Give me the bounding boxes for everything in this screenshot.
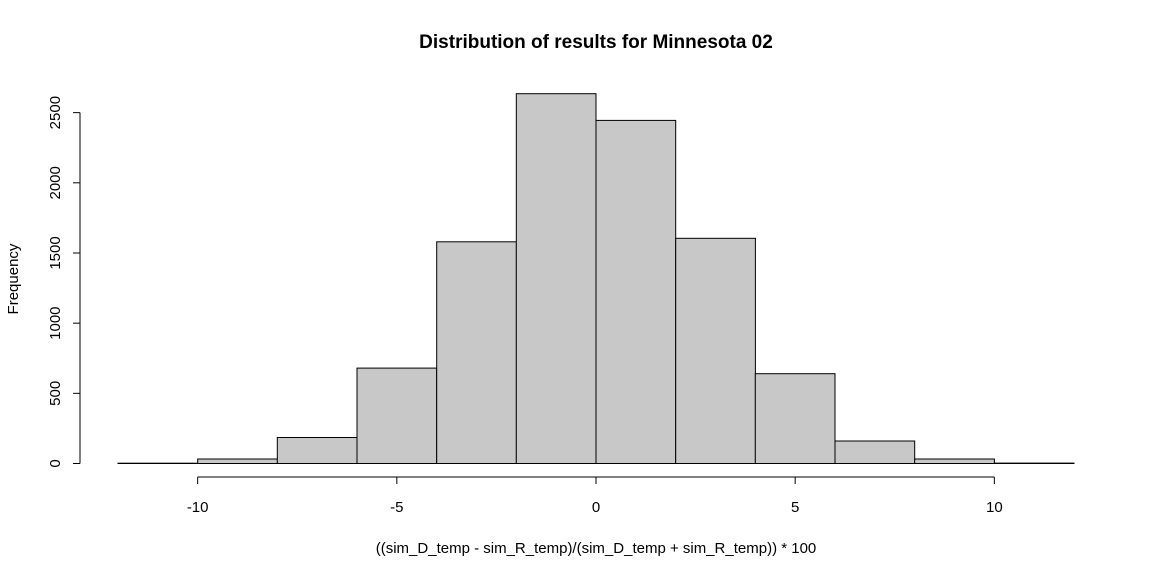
y-tick-label-4: 2000: [47, 166, 64, 199]
x-axis-label: ((sim_D_temp - sim_R_temp)/(sim_D_temp +…: [376, 540, 817, 557]
histogram-bar-4: [436, 241, 517, 464]
histogram-bar-9: [834, 440, 916, 464]
histogram-bar-5: [515, 93, 597, 464]
y-tick-label-2: 1000: [47, 306, 64, 339]
x-tick-label-4: 10: [986, 499, 1003, 516]
histogram-bar-1: [197, 458, 278, 464]
histogram-bar-2: [276, 437, 358, 464]
y-tick-label-1: 500: [47, 381, 64, 406]
histogram-bar-7: [675, 237, 756, 464]
y-ticks-group: 0 500 1000 1500 2000 2500: [47, 96, 80, 468]
histogram-bar-3: [356, 367, 438, 465]
histogram-bar-8: [754, 373, 836, 465]
x-tick-label-0: -10: [187, 499, 209, 516]
bars-group: [117, 93, 1075, 465]
y-tick-label-3: 1500: [47, 236, 64, 269]
x-ticks-group: -10 -5 0 5 10: [187, 477, 1003, 516]
x-tick-label-3: 5: [791, 499, 799, 516]
chart-title: Distribution of results for Minnesota 02: [419, 32, 773, 53]
histogram-bar-6: [595, 119, 677, 465]
y-axis-label: Frequency: [5, 243, 22, 314]
y-tick-label-0: 0: [47, 459, 64, 467]
x-tick-label-2: 0: [592, 499, 600, 516]
y-tick-label-5: 2500: [47, 96, 64, 129]
histogram-bar-10: [914, 458, 995, 464]
x-tick-label-1: -5: [390, 499, 403, 516]
